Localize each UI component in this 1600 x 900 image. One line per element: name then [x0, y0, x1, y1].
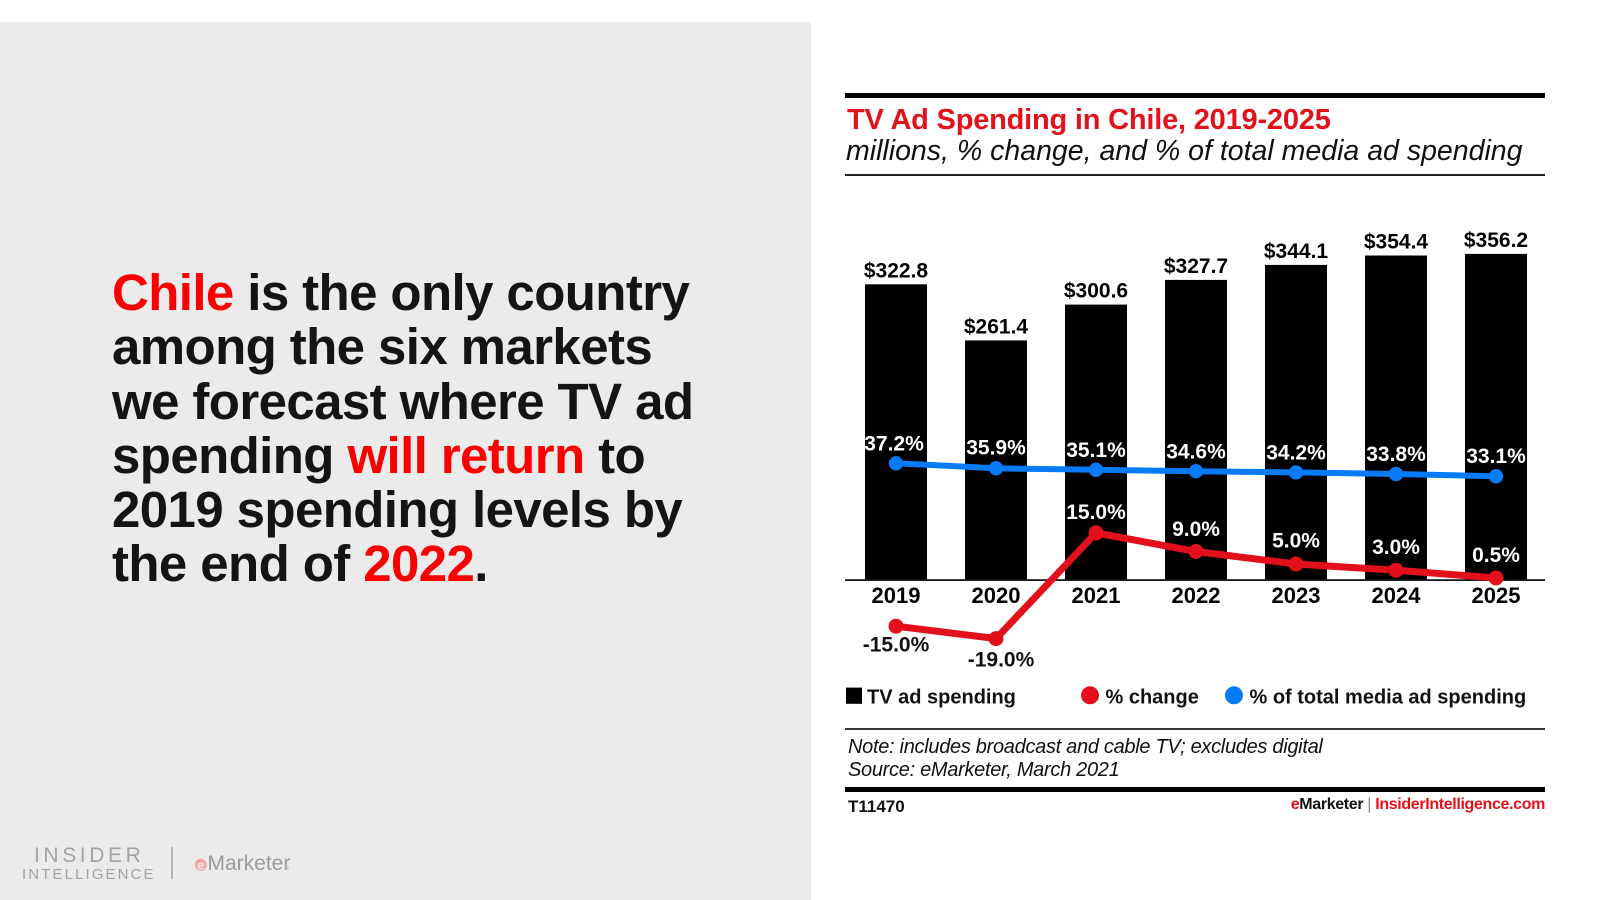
svg-text:2023: 2023: [1272, 583, 1321, 608]
svg-text:15.0%: 15.0%: [1066, 501, 1126, 524]
svg-text:3.0%: 3.0%: [1372, 536, 1420, 559]
svg-text:2022: 2022: [1172, 583, 1221, 608]
svg-text:-15.0%: -15.0%: [863, 634, 930, 657]
svg-text:$344.1: $344.1: [1264, 240, 1329, 263]
svg-text:-19.0%: -19.0%: [968, 649, 1035, 672]
svg-text:35.9%: 35.9%: [966, 436, 1026, 459]
svg-text:35.1%: 35.1%: [1066, 439, 1126, 462]
svg-text:9.0%: 9.0%: [1172, 518, 1220, 541]
svg-text:0.5%: 0.5%: [1472, 544, 1520, 567]
svg-text:$300.6: $300.6: [1064, 280, 1128, 303]
svg-text:2019: 2019: [872, 583, 921, 608]
svg-text:TV ad spending: TV ad spending: [867, 687, 1016, 709]
svg-text:$327.7: $327.7: [1164, 255, 1228, 278]
svg-text:34.2%: 34.2%: [1266, 442, 1326, 465]
svg-text:®: ®: [285, 865, 290, 872]
svg-text:2024: 2024: [1372, 583, 1422, 608]
svg-text:$261.4: $261.4: [964, 315, 1029, 338]
svg-text:% of total media ad spending: % of total media ad spending: [1250, 687, 1527, 709]
svg-text:Marketer: Marketer: [208, 852, 291, 875]
svg-text:33.1%: 33.1%: [1466, 445, 1526, 468]
svg-text:$322.8: $322.8: [864, 259, 929, 282]
svg-text:2020: 2020: [972, 583, 1021, 608]
svg-text:$356.2: $356.2: [1464, 229, 1528, 252]
svg-text:2021: 2021: [1072, 583, 1121, 608]
svg-text:$354.4: $354.4: [1364, 231, 1429, 254]
svg-text:2025: 2025: [1472, 583, 1521, 608]
svg-text:5.0%: 5.0%: [1272, 530, 1320, 553]
svg-text:% change: % change: [1106, 687, 1199, 709]
svg-text:33.8%: 33.8%: [1366, 443, 1426, 466]
svg-text:37.2%: 37.2%: [864, 432, 924, 455]
svg-text:34.6%: 34.6%: [1166, 440, 1226, 463]
svg-text:e: e: [197, 857, 204, 872]
